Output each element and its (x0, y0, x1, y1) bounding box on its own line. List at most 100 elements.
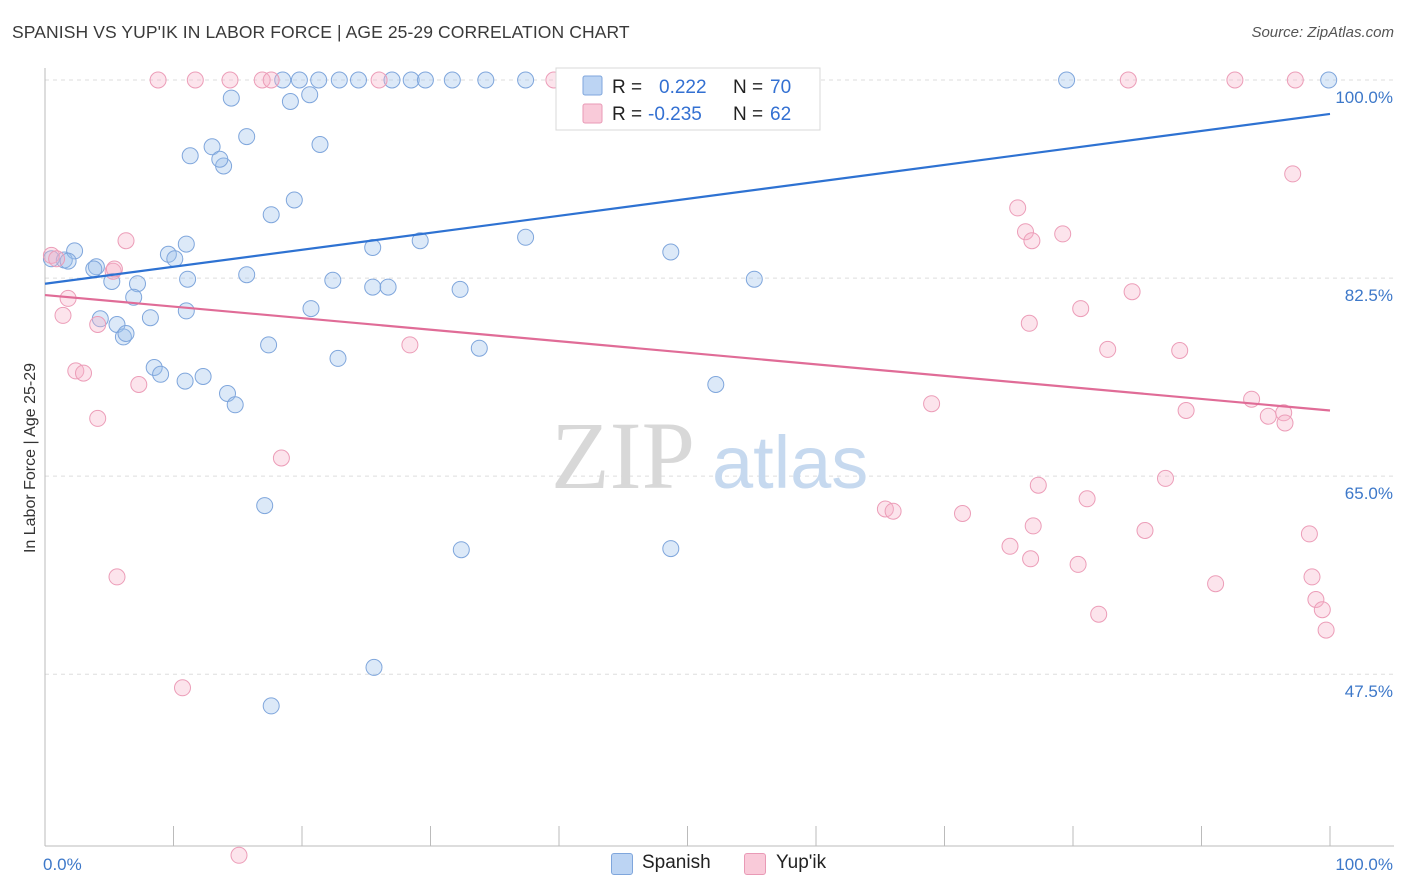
data-point (42, 246, 60, 264)
data-point (145, 359, 163, 376)
data-point (1313, 601, 1331, 619)
trend-line-spanish (44, 112, 1331, 285)
legend-r-label-yupik: R = (612, 104, 642, 125)
watermark: ZIP atlas (551, 402, 868, 509)
data-point (365, 658, 383, 676)
data-point (330, 71, 348, 89)
data-point (329, 349, 347, 367)
data-point (174, 679, 191, 697)
data-point (662, 243, 680, 261)
legend-n-label-yupik: N = (733, 104, 763, 125)
data-point (1020, 314, 1038, 332)
data-point (85, 260, 103, 278)
legend-n-value-spanish: 70 (770, 77, 791, 98)
data-point (517, 228, 535, 246)
data-point (401, 336, 419, 354)
data-point (238, 128, 256, 146)
x-tick-labels: 0.0% 100.0% (43, 855, 1393, 874)
data-point (1123, 283, 1141, 301)
data-point (194, 368, 212, 385)
watermark-zip: ZIP (551, 402, 695, 509)
data-point (166, 250, 184, 268)
axes (44, 68, 1394, 847)
data-point (117, 232, 135, 250)
y-tick-label-1: 65.0% (1345, 484, 1393, 503)
data-point (117, 325, 135, 342)
data-point (311, 136, 329, 153)
data-point (129, 275, 146, 293)
data-point (364, 278, 382, 296)
data-point (350, 71, 367, 89)
legend-swatch-spanish (582, 75, 603, 96)
data-point (1320, 71, 1338, 89)
data-point (1078, 490, 1096, 508)
data-point (141, 309, 159, 327)
data-point (302, 300, 320, 318)
data-point (1177, 402, 1195, 419)
data-point (1317, 621, 1335, 639)
bottom-legend-label-yupik: Yup'ik (776, 852, 827, 873)
data-point (272, 449, 290, 467)
y-tick-label-2: 82.5% (1345, 286, 1393, 305)
data-point (1276, 414, 1294, 432)
data-point (262, 206, 280, 224)
x-tick-label-1: 100.0% (1335, 855, 1393, 874)
legend-box: R = 0.222 N = 70 R = -0.235 N = 62 (555, 67, 821, 131)
data-point (177, 302, 195, 320)
bottom-legend-swatch-spanish (611, 853, 633, 875)
series-yupik-points (42, 71, 1335, 864)
data-point (1022, 550, 1040, 568)
data-point (477, 71, 495, 89)
data-point (1307, 591, 1325, 608)
watermark-atlas: atlas (712, 421, 868, 504)
data-point (416, 71, 434, 89)
data-point (256, 497, 274, 515)
data-point (186, 71, 204, 89)
y-tick-label-0: 47.5% (1345, 682, 1393, 701)
data-point (1136, 522, 1154, 539)
data-point (1284, 165, 1302, 183)
data-point (262, 697, 280, 715)
trend-lines (44, 112, 1331, 412)
data-point (211, 150, 229, 168)
data-point (1009, 199, 1027, 217)
data-point (1072, 300, 1090, 318)
data-point (383, 71, 401, 89)
data-point (66, 242, 84, 260)
data-point (226, 396, 244, 414)
data-point (179, 270, 197, 288)
data-point (923, 395, 941, 413)
data-point (1069, 555, 1087, 573)
data-point (745, 270, 763, 288)
data-point (54, 306, 72, 324)
data-point (1119, 71, 1137, 89)
y-axis-label: In Labor Force | Age 25-29 (22, 363, 39, 553)
data-point (152, 365, 170, 383)
data-point (884, 502, 902, 520)
data-point (411, 232, 429, 250)
data-point (1259, 407, 1277, 425)
legend-swatch-yupik (582, 103, 603, 124)
data-point (443, 71, 461, 89)
trend-line-yupik (44, 293, 1331, 412)
data-point (310, 71, 328, 89)
data-point (285, 191, 303, 209)
data-point (130, 376, 148, 393)
series-spanish-points (42, 71, 1338, 715)
data-point (402, 71, 420, 89)
data-point (221, 71, 239, 89)
source-label: Source: ZipAtlas.com (1251, 24, 1394, 41)
data-point (1058, 71, 1076, 89)
data-point (301, 86, 319, 104)
data-point (203, 138, 221, 156)
data-point (87, 258, 105, 276)
bottom-legend-swatch-yupik (744, 853, 766, 875)
y-tick-label-3: 100.0% (1335, 88, 1393, 107)
data-point (1017, 223, 1034, 241)
data-point (75, 364, 92, 382)
data-point (662, 540, 680, 558)
data-point (1001, 537, 1019, 555)
data-point (954, 505, 971, 522)
data-point (451, 280, 469, 298)
